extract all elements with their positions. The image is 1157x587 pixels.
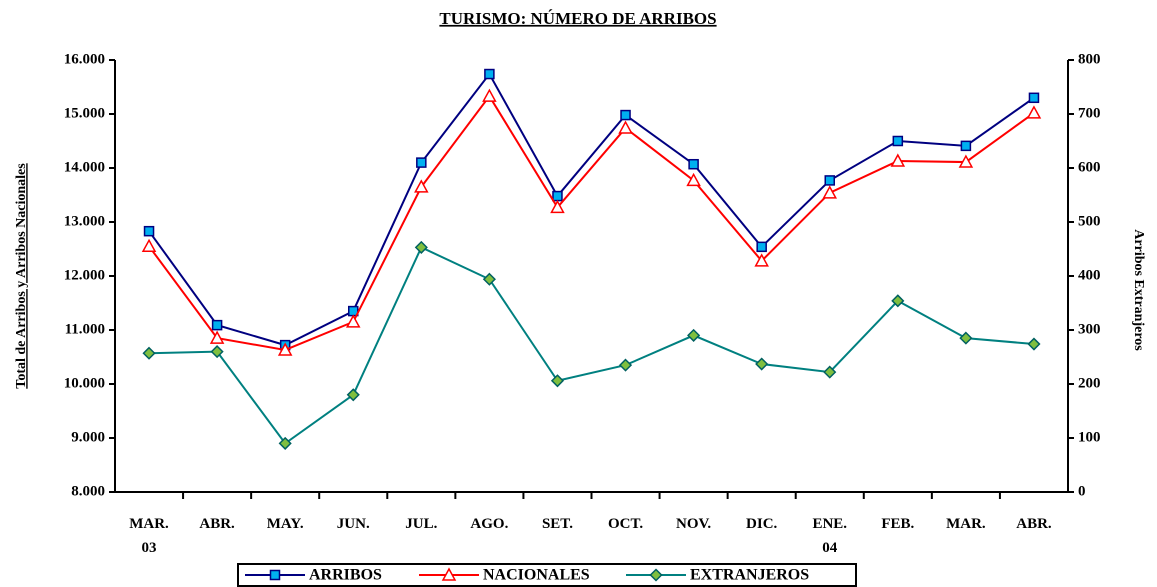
y-tick-label: 13.000	[64, 213, 105, 229]
y2-tick-label: 400	[1078, 267, 1101, 283]
y2-tick-label: 600	[1078, 159, 1101, 175]
data-point	[209, 330, 225, 344]
x-tick-label: MAR. 03	[129, 516, 169, 556]
legend-marker	[649, 568, 663, 582]
y-tick-label: 9.000	[71, 429, 105, 445]
data-point	[482, 88, 497, 102]
data-point	[960, 140, 972, 152]
data-point	[141, 238, 157, 253]
data-point	[484, 68, 495, 80]
y-tick-label: 11.000	[65, 321, 105, 337]
y2-tick-label: 500	[1078, 213, 1101, 229]
legend-label: EXTRANJEROS	[690, 567, 809, 584]
data-point	[142, 346, 156, 360]
data-point	[892, 135, 904, 147]
y2-tick-label: 200	[1078, 375, 1101, 391]
x-tick-label: AGO.	[470, 516, 509, 532]
y-tick-label: 10.000	[64, 375, 105, 391]
x-tick-label: DIC.	[746, 516, 778, 532]
data-point	[891, 294, 905, 308]
data-point	[210, 345, 224, 359]
legend-label: ARRIBOS	[309, 567, 382, 584]
data-point	[1028, 92, 1040, 104]
x-tick-label: NOV.	[676, 516, 712, 532]
data-point	[211, 319, 223, 331]
data-point	[482, 272, 496, 286]
legend-marker	[269, 569, 281, 581]
legend-box	[237, 563, 857, 587]
data-point	[687, 328, 701, 342]
data-point	[686, 172, 701, 187]
data-point	[822, 185, 838, 199]
y-axis-label: Total de Arribos y Arribos Nacionales	[14, 163, 29, 389]
data-point	[346, 388, 360, 402]
data-point	[550, 199, 565, 214]
y-tick-label: 12.000	[64, 267, 105, 283]
data-point	[755, 357, 769, 371]
y-tick-label: 15.000	[64, 105, 105, 121]
y2-tick-label: 0	[1078, 483, 1086, 499]
y-tick-label: 16.000	[64, 51, 105, 67]
data-point	[823, 365, 837, 379]
series-line	[148, 94, 1035, 352]
y-tick-label: 8.000	[71, 483, 105, 499]
data-point	[550, 374, 565, 388]
x-tick-label: SET.	[541, 516, 573, 532]
x-tick-label: FEB.	[881, 516, 915, 532]
series-line	[149, 246, 1035, 445]
data-point	[552, 190, 563, 202]
chart-title: TURISMO: NÚMERO DE ARRIBOS	[439, 9, 716, 28]
y2-tick-label: 800	[1078, 51, 1101, 67]
y2-tick-label: 100	[1078, 429, 1101, 445]
data-point	[756, 241, 767, 253]
legend-marker	[441, 567, 457, 581]
x-tick-label: ENE. 04	[812, 516, 848, 556]
x-tick-label: ABR.	[1016, 516, 1052, 532]
data-point	[345, 314, 361, 328]
data-point	[959, 331, 973, 345]
y-tick-label: 14.000	[64, 159, 105, 175]
x-tick-label: MAY.	[266, 516, 304, 532]
data-point	[416, 157, 427, 168]
data-point	[958, 154, 974, 168]
data-point	[414, 179, 429, 193]
data-point	[1026, 105, 1042, 119]
y2-tick-label: 700	[1078, 105, 1101, 121]
data-point	[754, 253, 769, 267]
legend-label: NACIONALES	[483, 567, 590, 584]
x-tick-label: JUN.	[336, 516, 370, 532]
data-point	[143, 225, 155, 237]
data-point	[278, 436, 292, 450]
data-point	[618, 120, 633, 134]
data-point	[824, 175, 835, 186]
data-point	[890, 153, 906, 167]
data-point	[414, 240, 428, 254]
data-point	[618, 358, 633, 372]
x-tick-label: ABR.	[199, 516, 235, 532]
data-point	[688, 158, 699, 170]
y2-axis-label: Arribos Extranjeros	[1131, 229, 1146, 351]
series-line	[148, 72, 1035, 347]
x-tick-label: JUL.	[405, 516, 438, 532]
y2-tick-label: 300	[1078, 321, 1101, 337]
data-point	[277, 342, 293, 356]
data-point	[1027, 337, 1041, 351]
x-tick-label: MAR.	[946, 516, 986, 532]
x-tick-label: OCT.	[607, 516, 644, 532]
data-point	[620, 109, 631, 121]
